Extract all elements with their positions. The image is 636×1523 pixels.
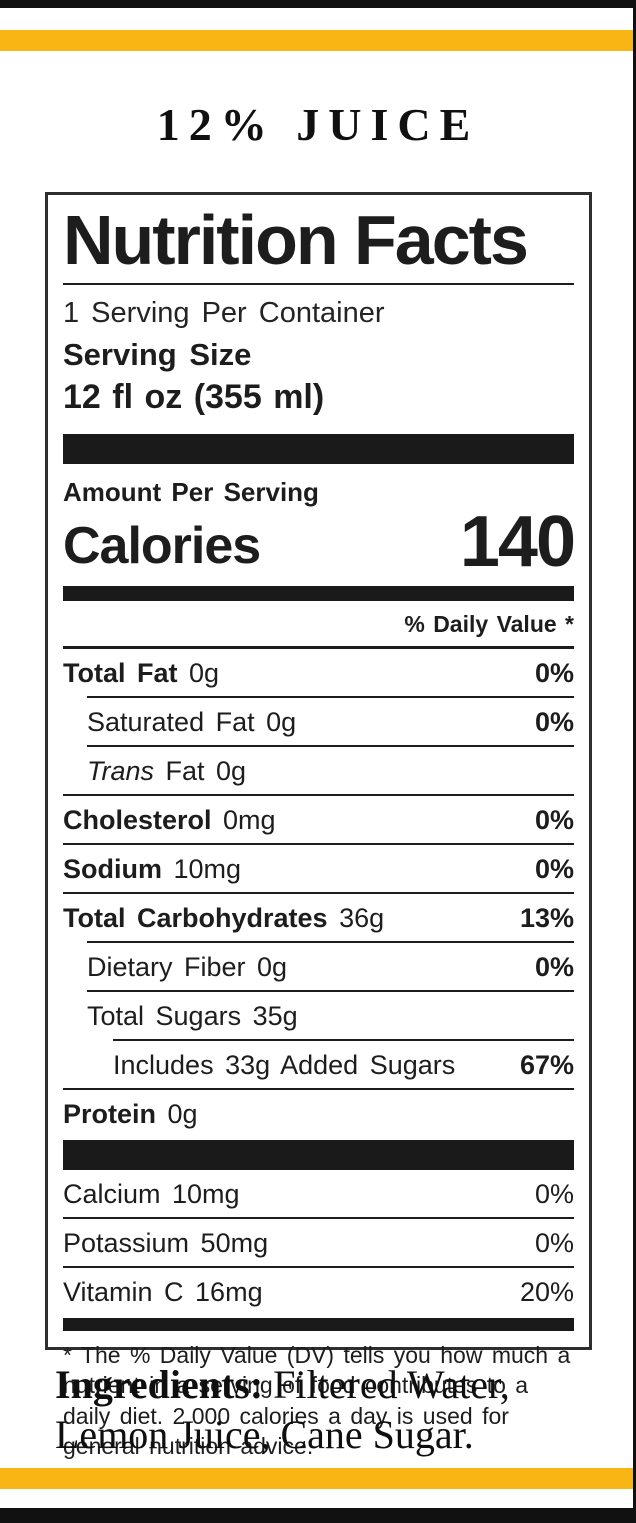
hairline-divider <box>63 1217 574 1219</box>
nutrient-row: Cholesterol 0mg 0% <box>63 796 574 843</box>
hairline-divider <box>113 1039 574 1041</box>
nutrient-name: Total Fat 0g <box>63 658 220 688</box>
nutrient-daily-value: 0% <box>534 658 574 688</box>
right-edge-line <box>633 0 636 1523</box>
nutrient-rows: Total Fat 0g 0% Saturated Fat 0g 0% Trans Fa… <box>63 649 574 1137</box>
nutrient-row: Dietary Fiber 0g 0% <box>63 943 574 990</box>
daily-value-header: % Daily Value * <box>404 611 574 637</box>
nutrient-name: Dietary Fiber 0g <box>87 952 288 982</box>
nutrition-facts-panel: Nutrition Facts 1 Serving Per Container … <box>45 192 592 1459</box>
thick-divider-bar-2 <box>63 1140 574 1170</box>
ingredients-label: Ingredients: <box>55 1362 264 1407</box>
product-title: 12% JUICE <box>156 99 480 150</box>
mineral-name: Vitamin C 16mg <box>63 1277 263 1307</box>
hairline-divider <box>63 843 574 845</box>
hairline-divider <box>63 892 574 894</box>
hairline-divider <box>87 990 574 992</box>
hairline-divider <box>87 941 574 943</box>
mineral-row: Calcium 10mg 0% <box>63 1170 574 1217</box>
hairline-divider <box>63 1088 574 1090</box>
nutrient-name: Total Carbohydrates 36g <box>63 903 385 933</box>
nutrition-facts-title: Nutrition Facts <box>63 201 529 279</box>
nutrient-daily-value: 0% <box>534 805 574 835</box>
mineral-name: Potassium 50mg <box>63 1228 269 1258</box>
nutrient-name: Protein 0g <box>63 1099 198 1129</box>
servings-per-container: 1 Serving Per Container <box>63 297 385 329</box>
ingredients-list: Filtered Water, Lemon Juice, Cane Sugar. <box>55 1362 510 1457</box>
medium-divider-bar-2 <box>63 1318 574 1331</box>
bottom-black-bar <box>0 1508 636 1523</box>
mineral-name: Calcium 10mg <box>63 1179 240 1209</box>
mineral-daily-value: 0% <box>534 1228 574 1258</box>
nutrient-daily-value: 0% <box>534 952 574 982</box>
top-black-bar <box>0 0 636 8</box>
nutrient-row: Trans Fat 0g <box>63 747 574 794</box>
nutrient-row: Includes 33g Added Sugars 67% <box>63 1041 574 1088</box>
nutrient-name: Trans Fat 0g <box>87 756 247 786</box>
amount-per-serving-label: Amount Per Serving <box>63 477 319 507</box>
daily-value-rule <box>63 646 574 649</box>
serving-size-label: Serving Size <box>63 337 252 372</box>
title-rule <box>63 283 574 285</box>
nutrient-name: Cholesterol 0mg <box>63 805 276 835</box>
hairline-divider <box>63 1266 574 1268</box>
nutrient-daily-value: 13% <box>519 903 574 933</box>
nutrient-row: Protein 0g <box>63 1090 574 1137</box>
hairline-divider <box>87 745 574 747</box>
serving-size-value: 12 fl oz (355 ml) <box>63 378 325 416</box>
nutrient-name: Sodium 10mg <box>63 854 242 884</box>
nutrient-daily-value: 0% <box>534 707 574 737</box>
calories-row: Calories 140 <box>63 502 576 583</box>
nutrient-daily-value: 67% <box>519 1050 574 1080</box>
mineral-rows: Calcium 10mg 0% Potassium 50mg 0% Vitamin C … <box>63 1170 574 1315</box>
nutrient-row: Total Carbohydrates 36g 13% <box>63 894 574 941</box>
nutrient-daily-value: 0% <box>534 854 574 884</box>
medium-divider-bar <box>63 586 574 601</box>
nutrient-name: Includes 33g Added Sugars <box>113 1050 456 1080</box>
nutrient-name: Saturated Fat 0g <box>87 707 297 737</box>
ingredients-section: Ingredients: Filtered Water, Lemon Juice… <box>55 1360 570 1460</box>
calories-label: Calories <box>63 517 261 576</box>
mineral-row: Potassium 50mg 0% <box>63 1219 574 1266</box>
nutrient-name: Total Sugars 35g <box>87 1001 298 1031</box>
top-yellow-accent-bar <box>0 30 636 51</box>
daily-value-footnote: * The % Daily Value (DV) tells you how m… <box>63 1342 571 1460</box>
nutrient-row: Total Fat 0g 0% <box>63 649 574 696</box>
nutrient-row: Sodium 10mg 0% <box>63 845 574 892</box>
calories-value: 140 <box>459 502 576 583</box>
hairline-divider <box>87 696 574 698</box>
thick-divider-bar <box>63 434 574 464</box>
hairline-divider <box>63 794 574 796</box>
nutrient-row: Total Sugars 35g <box>63 992 574 1039</box>
bottom-yellow-accent-bar <box>0 1468 636 1489</box>
nutrient-row: Saturated Fat 0g 0% <box>63 698 574 745</box>
mineral-daily-value: 0% <box>534 1179 574 1209</box>
mineral-row: Vitamin C 16mg 20% <box>63 1268 574 1315</box>
mineral-daily-value: 20% <box>519 1277 574 1307</box>
